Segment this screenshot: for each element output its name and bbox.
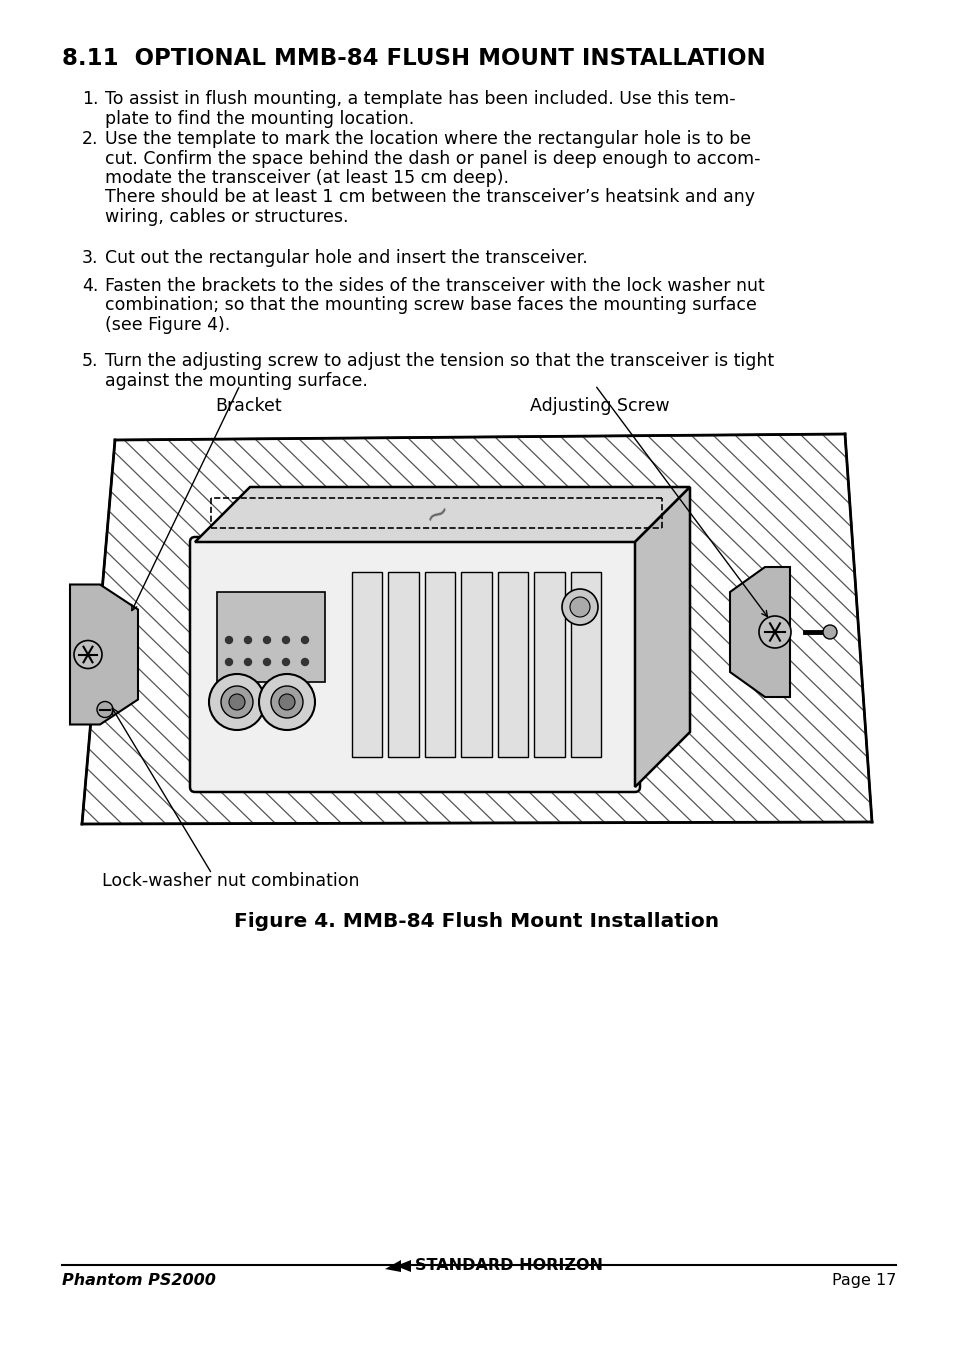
Polygon shape [570, 572, 600, 757]
Circle shape [278, 694, 294, 710]
Text: Lock-washer nut combination: Lock-washer nut combination [102, 872, 359, 890]
Text: cut. Confirm the space behind the dash or panel is deep enough to accom-: cut. Confirm the space behind the dash o… [105, 150, 760, 168]
Circle shape [301, 658, 308, 665]
Text: combination; so that the mounting screw base faces the mounting surface: combination; so that the mounting screw … [105, 296, 756, 315]
Circle shape [74, 641, 102, 668]
Text: STANDARD HORIZON: STANDARD HORIZON [415, 1259, 602, 1274]
Polygon shape [424, 572, 455, 757]
Text: 8.11  OPTIONAL MMB-84 FLUSH MOUNT INSTALLATION: 8.11 OPTIONAL MMB-84 FLUSH MOUNT INSTALL… [62, 47, 765, 70]
Text: Use the template to mark the location where the rectangular hole is to be: Use the template to mark the location wh… [105, 130, 750, 147]
Circle shape [301, 637, 308, 644]
Text: Phantom PS2000: Phantom PS2000 [62, 1274, 215, 1288]
Circle shape [282, 658, 289, 665]
Text: modate the transceiver (at least 15 cm deep).: modate the transceiver (at least 15 cm d… [105, 169, 509, 187]
Text: wiring, cables or structures.: wiring, cables or structures. [105, 208, 348, 226]
Text: Page 17: Page 17 [831, 1274, 895, 1288]
Polygon shape [82, 434, 871, 823]
Text: 1.: 1. [82, 91, 98, 108]
Text: Turn the adjusting screw to adjust the tension so that the transceiver is tight: Turn the adjusting screw to adjust the t… [105, 352, 773, 370]
Text: plate to find the mounting location.: plate to find the mounting location. [105, 110, 414, 127]
Polygon shape [70, 584, 138, 725]
Text: 4.: 4. [82, 277, 98, 295]
Text: There should be at least 1 cm between the transceiver’s heatsink and any: There should be at least 1 cm between th… [105, 188, 754, 207]
FancyBboxPatch shape [190, 537, 639, 792]
Polygon shape [194, 487, 689, 542]
Text: To assist in flush mounting, a template has been included. Use this tem-: To assist in flush mounting, a template … [105, 91, 735, 108]
Text: (see Figure 4).: (see Figure 4). [105, 316, 230, 334]
Circle shape [263, 658, 271, 665]
Circle shape [759, 617, 790, 648]
Text: Figure 4. MMB-84 Flush Mount Installation: Figure 4. MMB-84 Flush Mount Installatio… [234, 913, 719, 932]
Text: Cut out the rectangular hole and insert the transceiver.: Cut out the rectangular hole and insert … [105, 249, 587, 266]
Circle shape [258, 675, 314, 730]
Polygon shape [497, 572, 528, 757]
Text: ~: ~ [418, 496, 456, 534]
Text: Fasten the brackets to the sides of the transceiver with the lock washer nut: Fasten the brackets to the sides of the … [105, 277, 764, 295]
Circle shape [97, 702, 112, 718]
Polygon shape [352, 572, 382, 757]
Circle shape [263, 637, 271, 644]
Polygon shape [388, 572, 418, 757]
Circle shape [209, 675, 265, 730]
Text: 5.: 5. [82, 352, 98, 370]
Circle shape [229, 694, 245, 710]
Circle shape [282, 637, 289, 644]
Polygon shape [190, 537, 639, 792]
Circle shape [225, 658, 233, 665]
Circle shape [822, 625, 836, 639]
Polygon shape [385, 1260, 411, 1272]
Circle shape [244, 658, 252, 665]
Text: 2.: 2. [82, 130, 98, 147]
Text: against the mounting surface.: against the mounting surface. [105, 372, 368, 389]
Polygon shape [461, 572, 491, 757]
Bar [216, 592, 325, 681]
Circle shape [561, 589, 598, 625]
Polygon shape [729, 566, 789, 698]
Text: Adjusting Screw: Adjusting Screw [530, 397, 669, 415]
Bar [222, 692, 262, 713]
Circle shape [221, 685, 253, 718]
Circle shape [271, 685, 303, 718]
Text: 3.: 3. [82, 249, 98, 266]
Circle shape [225, 637, 233, 644]
Circle shape [569, 598, 589, 617]
Polygon shape [635, 487, 689, 787]
Circle shape [244, 637, 252, 644]
Text: Bracket: Bracket [214, 397, 281, 415]
Polygon shape [534, 572, 564, 757]
